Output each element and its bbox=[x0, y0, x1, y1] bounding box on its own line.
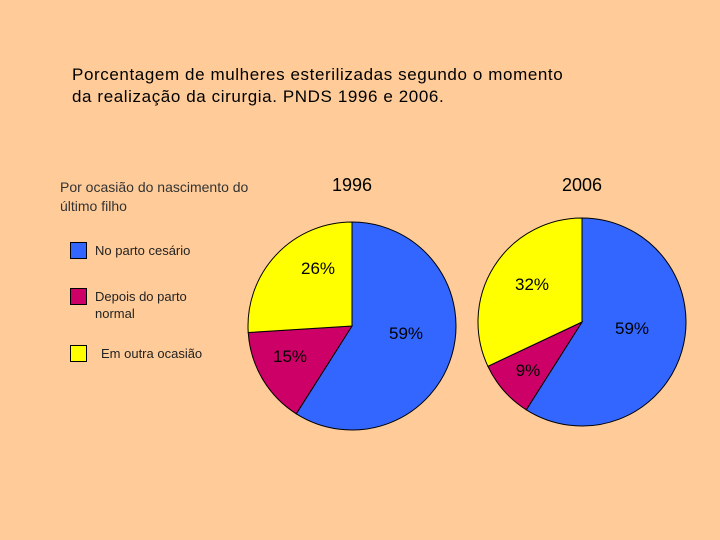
pie-1996-label-2: 26% bbox=[301, 259, 335, 278]
pie-1996-slice-0 bbox=[295, 221, 457, 431]
pie-2006-label-0: 59% bbox=[615, 319, 649, 338]
pie-1996-label-0: 59% bbox=[389, 324, 423, 343]
pie-1996-slice-1 bbox=[247, 325, 353, 415]
pie-1996-slice-2 bbox=[247, 221, 353, 334]
legend-swatch-cesario bbox=[70, 242, 87, 259]
chart-title: Porcentagem de mulheres esterilizadas se… bbox=[72, 64, 672, 108]
pie-2006-year-label: 2006 bbox=[562, 175, 602, 195]
legend-swatch-parto-normal bbox=[70, 288, 87, 305]
legend-label-cesario: No parto cesário bbox=[95, 243, 191, 258]
legend-group-label: Por ocasião do nascimento do último filh… bbox=[60, 179, 249, 214]
title-line-1: Porcentagem de mulheres esterilizadas se… bbox=[72, 65, 564, 84]
legend-label-parto-normal: Depois do parto normal bbox=[95, 289, 187, 321]
legend-label-outra-ocasiao: Em outra ocasião bbox=[101, 346, 203, 361]
legend-swatch-outra-ocasiao bbox=[70, 345, 87, 362]
pie-2006-label-2: 32% bbox=[515, 275, 549, 294]
title-line-2: da realização da cirurgia. PNDS 1996 e 2… bbox=[72, 87, 445, 106]
pie-1996-year-label: 1996 bbox=[332, 175, 372, 195]
pie-2006-label-1: 9% bbox=[516, 361, 541, 380]
pie-2006-slice-0 bbox=[525, 217, 687, 427]
pie-2006-slice-2 bbox=[477, 217, 583, 367]
pie-1996-label-1: 15% bbox=[273, 347, 307, 366]
